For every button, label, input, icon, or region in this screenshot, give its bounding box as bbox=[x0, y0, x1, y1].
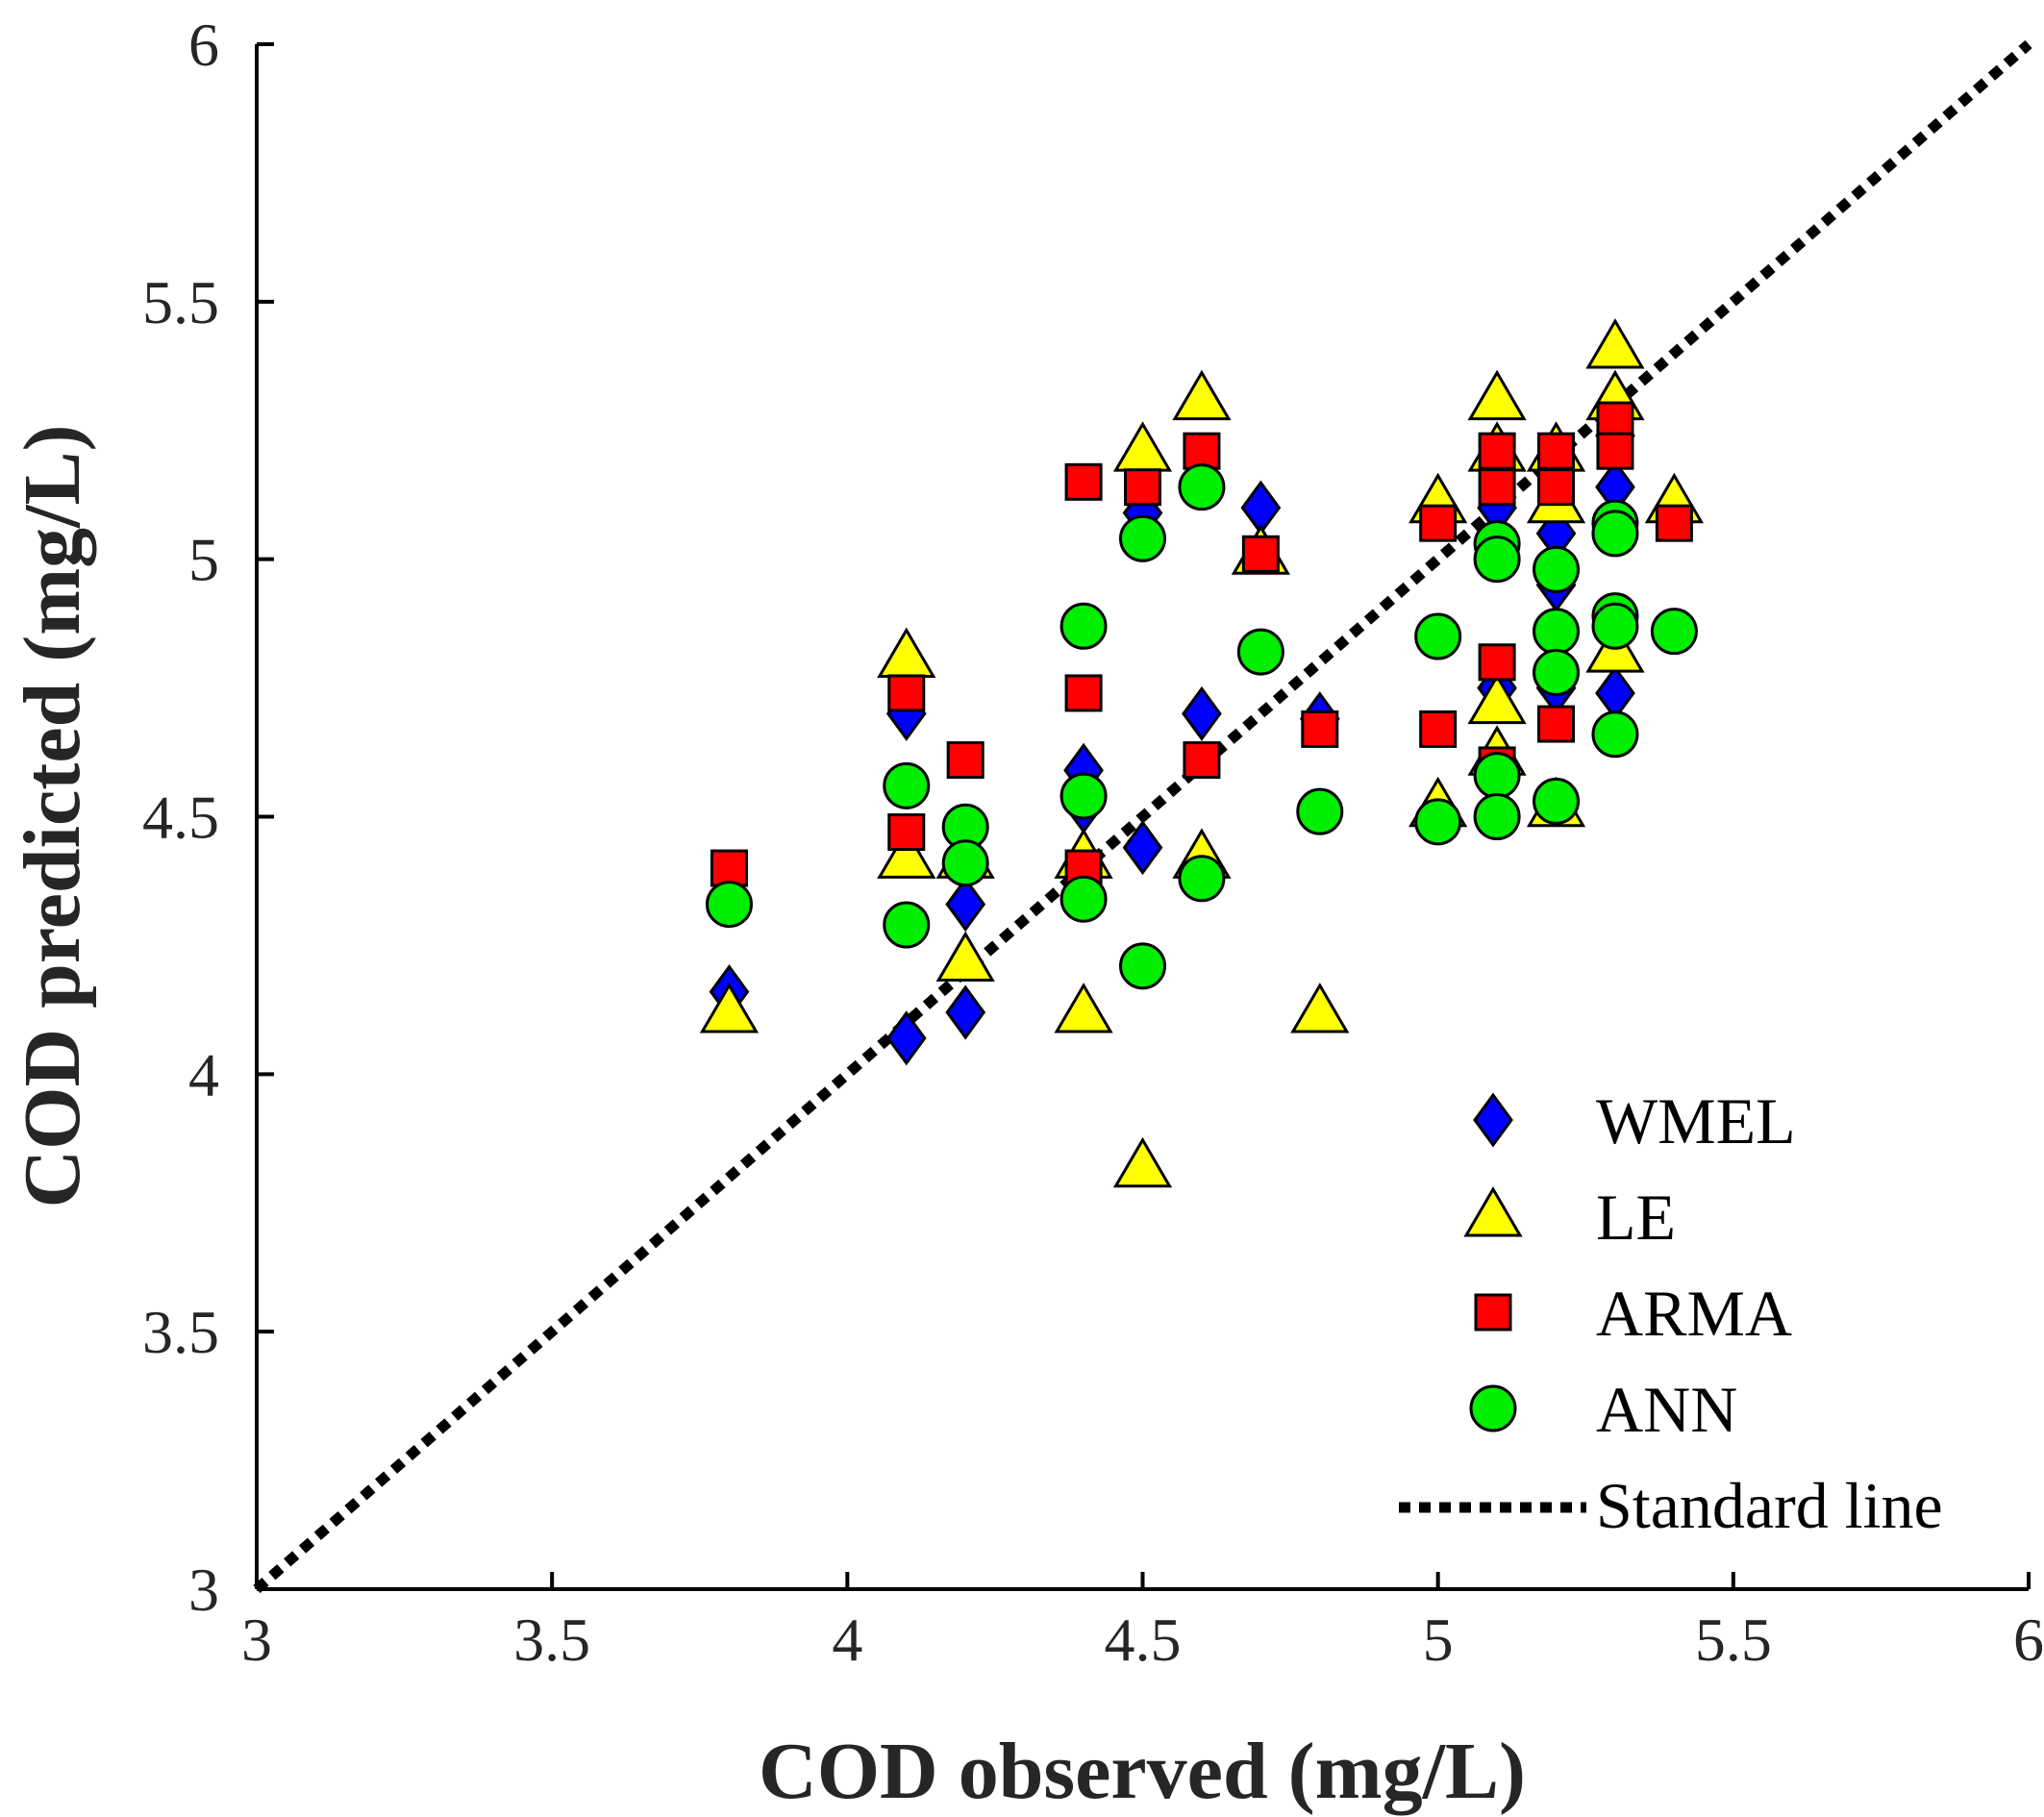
legend-label-le: LE bbox=[1596, 1181, 1676, 1254]
data-point-le bbox=[1112, 1136, 1173, 1188]
data-point-wmel bbox=[1182, 685, 1222, 741]
data-point-arma bbox=[1124, 468, 1161, 507]
y-tick-label: 4.5 bbox=[142, 784, 219, 852]
y-tick-label: 3 bbox=[188, 1556, 219, 1624]
data-point-ann bbox=[1473, 752, 1521, 800]
legend-label-standard-line: Standard line bbox=[1596, 1469, 1943, 1542]
data-point-arma bbox=[1419, 504, 1458, 542]
data-point-le bbox=[877, 828, 936, 879]
data-point-ann bbox=[1533, 608, 1581, 656]
y-tick-label: 4 bbox=[188, 1040, 219, 1108]
data-point-le bbox=[1172, 369, 1232, 421]
x-tick-label: 5.5 bbox=[1695, 1605, 1772, 1674]
data-point-le bbox=[1585, 318, 1645, 369]
data-point-ann bbox=[1533, 545, 1581, 593]
legend-symbol-ann bbox=[1469, 1384, 1517, 1432]
legend-symbol-le bbox=[1463, 1186, 1523, 1237]
data-point-ann bbox=[941, 839, 989, 887]
data-point-arma bbox=[1183, 741, 1221, 780]
data-point-ann bbox=[1119, 514, 1166, 562]
legend-label-wmel: WMEL bbox=[1596, 1084, 1796, 1157]
data-point-ann bbox=[1119, 942, 1166, 990]
data-point-ann bbox=[1473, 535, 1521, 584]
legend-symbol-arma bbox=[1474, 1293, 1512, 1332]
x-axis-title: COD observed (mg/L) bbox=[759, 1727, 1526, 1816]
y-tick-label: 3.5 bbox=[142, 1298, 219, 1366]
data-point-arma bbox=[1537, 432, 1576, 470]
data-point-wmel bbox=[1122, 820, 1163, 876]
x-tick-label: 6 bbox=[2013, 1605, 2044, 1674]
data-point-le bbox=[1112, 421, 1173, 472]
data-point-le bbox=[1054, 983, 1113, 1033]
data-point-arma bbox=[710, 849, 748, 887]
data-point-wmel bbox=[945, 984, 986, 1040]
x-tick-label: 5 bbox=[1423, 1605, 1454, 1674]
data-point-arma bbox=[1478, 643, 1516, 682]
data-point-ann bbox=[705, 881, 753, 929]
data-point-arma bbox=[1419, 709, 1458, 748]
ticks: 3 3.5 4 4.5 5 5.5 6 3 3.5 4 4.5 5 5.5 6 bbox=[142, 11, 2044, 1674]
data-point-le bbox=[935, 931, 995, 982]
data-point-arma bbox=[1064, 462, 1103, 501]
data-point-arma bbox=[1537, 705, 1576, 743]
legend-symbol-wmel bbox=[1473, 1092, 1513, 1148]
data-point-le bbox=[877, 627, 936, 678]
data-point-arma bbox=[1301, 709, 1339, 748]
data-point-ann bbox=[1650, 608, 1698, 656]
data-point-arma bbox=[887, 813, 926, 852]
legend-label-arma: ARMA bbox=[1596, 1277, 1792, 1350]
data-point-ann bbox=[883, 761, 931, 809]
data-point-arma bbox=[1241, 535, 1280, 573]
data-point-wmel bbox=[885, 1010, 927, 1066]
data-point-arma bbox=[946, 741, 985, 780]
data-point-ann bbox=[1178, 463, 1226, 511]
data-point-le bbox=[1290, 983, 1350, 1033]
data-point-ann bbox=[1178, 855, 1226, 903]
x-tick-label: 4.5 bbox=[1105, 1605, 1182, 1674]
data-point-ann bbox=[1059, 875, 1108, 923]
data-point-arma bbox=[1537, 468, 1576, 507]
legend-label-ann: ANN bbox=[1596, 1373, 1737, 1446]
data-point-arma bbox=[1596, 432, 1634, 470]
data-point-ann bbox=[1591, 710, 1639, 759]
data-point-wmel bbox=[1595, 665, 1635, 721]
data-point-arma bbox=[1183, 432, 1221, 470]
data-points-layer bbox=[699, 318, 1705, 1188]
data-point-ann bbox=[1236, 628, 1284, 676]
data-point-arma bbox=[1655, 504, 1693, 542]
x-tick-label: 3 bbox=[241, 1605, 272, 1674]
data-point-ann bbox=[883, 901, 931, 949]
standard-line-layer bbox=[253, 39, 2032, 1594]
data-point-ann bbox=[1591, 510, 1639, 558]
data-point-ann bbox=[1591, 602, 1639, 650]
data-point-le bbox=[1467, 673, 1527, 725]
data-point-ann bbox=[1533, 777, 1581, 825]
data-point-ann bbox=[1414, 612, 1462, 660]
data-point-ann bbox=[1059, 772, 1108, 820]
data-point-ann bbox=[1414, 798, 1462, 846]
data-point-wmel bbox=[945, 877, 986, 933]
data-point-arma bbox=[1478, 468, 1516, 507]
y-tick-label: 5.5 bbox=[142, 268, 219, 336]
data-point-ann bbox=[1059, 602, 1108, 650]
y-tick-label: 5 bbox=[188, 526, 219, 594]
x-tick-label: 4 bbox=[832, 1605, 862, 1674]
data-point-ann bbox=[1296, 787, 1344, 835]
data-point-arma bbox=[887, 674, 926, 712]
data-point-le bbox=[1467, 369, 1527, 421]
standard-line bbox=[253, 39, 2032, 1594]
y-axis-title: COD predicted (mg/L) bbox=[8, 424, 97, 1207]
data-point-arma bbox=[1596, 401, 1634, 439]
y-tick-label: 6 bbox=[188, 11, 219, 79]
data-point-ann bbox=[1473, 793, 1521, 840]
x-tick-label: 3.5 bbox=[513, 1605, 590, 1674]
data-point-arma bbox=[1478, 432, 1516, 470]
legend: WMEL LE ARMA ANN Standard line bbox=[1399, 1084, 1943, 1542]
data-point-ann bbox=[1533, 649, 1581, 697]
data-point-arma bbox=[1064, 674, 1103, 712]
data-point-le bbox=[699, 983, 760, 1033]
